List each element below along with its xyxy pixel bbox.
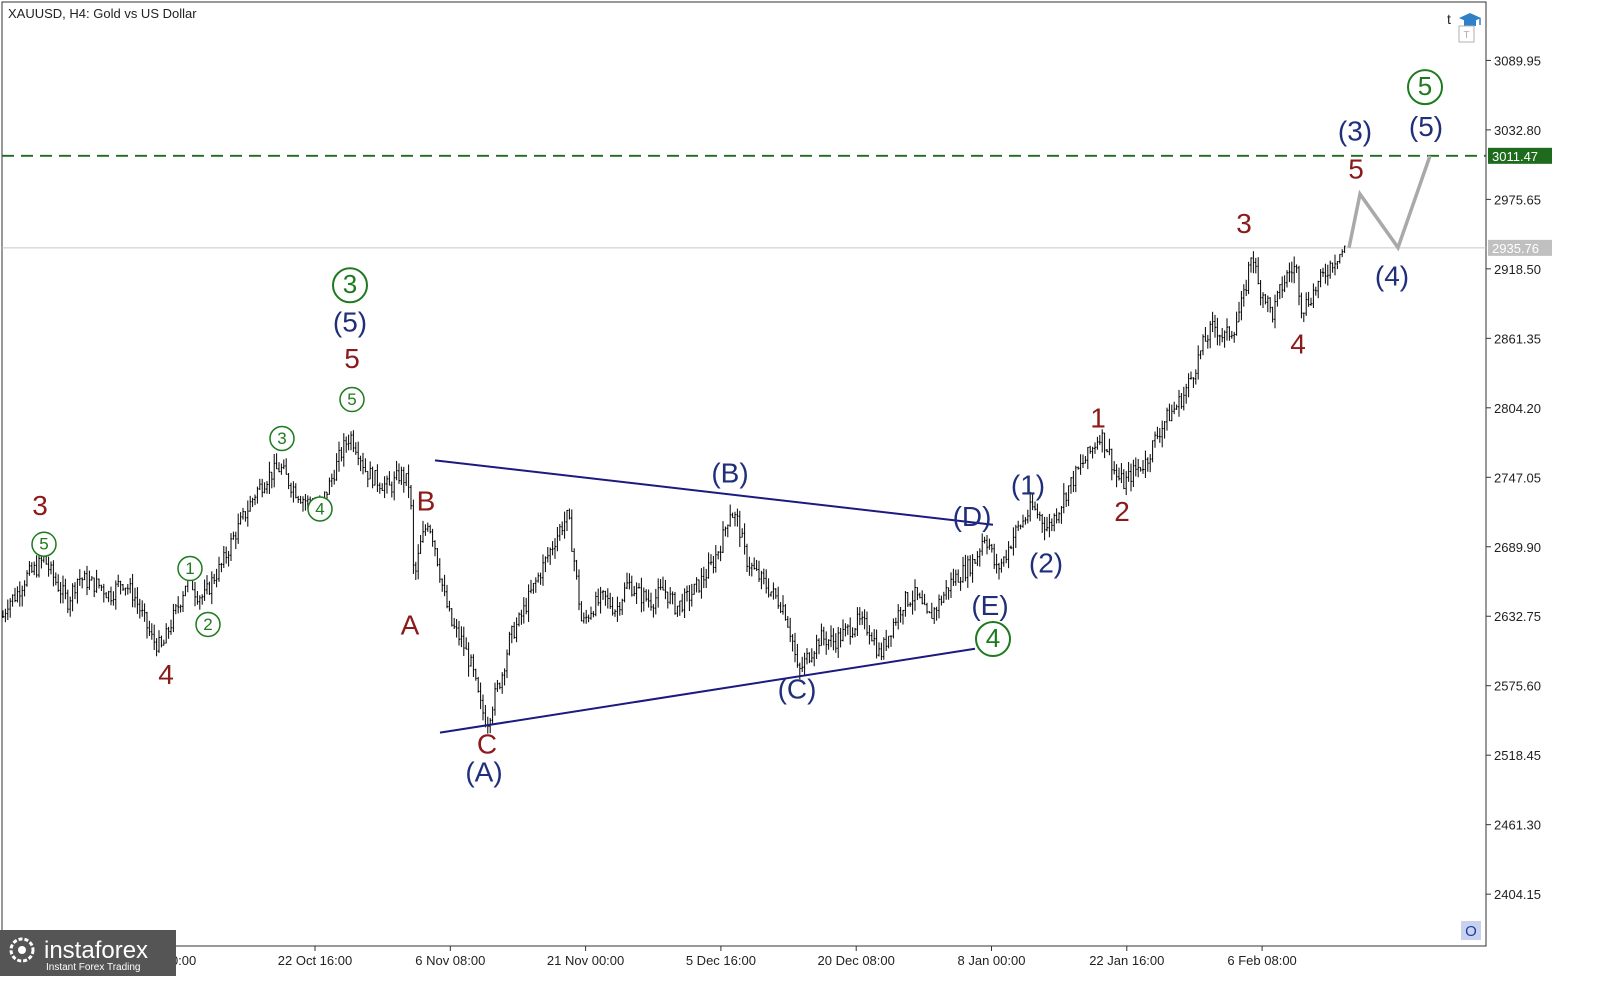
x-tick-label: 22 Jan 16:00 bbox=[1089, 953, 1164, 968]
y-tick-label: 2461.30 bbox=[1494, 818, 1541, 833]
wave-label-circle bbox=[195, 611, 221, 638]
projection-path bbox=[1347, 155, 1432, 252]
x-tick-label: 5 Dec 16:00 bbox=[686, 953, 756, 968]
wave-label: (A) bbox=[465, 756, 502, 787]
instaforex-logo: instaforex Instant Forex Trading bbox=[0, 930, 176, 976]
wave-label: (2) bbox=[1029, 547, 1063, 578]
brand-tagline: Instant Forex Trading bbox=[46, 962, 141, 973]
x-axis: 22 Oct 16:00 6 Nov 08:00 21 Nov 00:00 5 Dec… bbox=[164, 946, 1297, 968]
wave-label: B bbox=[417, 485, 436, 516]
chart-title: XAUUSD, H4: Gold vs US Dollar bbox=[8, 6, 197, 21]
triangle-lines bbox=[434, 459, 994, 734]
wave-label: 5 bbox=[347, 390, 356, 409]
target-level-value: 3011.47 bbox=[1492, 149, 1538, 164]
wave-label-circle bbox=[177, 555, 203, 582]
scale-badge[interactable]: O bbox=[1461, 921, 1481, 940]
wave-label-circle bbox=[307, 496, 333, 522]
wave-label: 3 bbox=[343, 269, 357, 299]
graduation-cap-icon[interactable] bbox=[1459, 13, 1481, 26]
wave-label-circle bbox=[975, 621, 1011, 658]
x-tick-label: 20 Dec 08:00 bbox=[818, 953, 895, 968]
wave-label: C bbox=[477, 728, 497, 759]
wave-label: (3) bbox=[1338, 116, 1372, 147]
wave-label: 2 bbox=[1114, 496, 1130, 527]
template-icon[interactable]: T bbox=[1458, 25, 1475, 43]
plot-area[interactable] bbox=[1, 1, 1487, 947]
wave-label: 3 bbox=[1236, 208, 1252, 239]
price-candles bbox=[2, 245, 1346, 734]
wave-label: (C) bbox=[778, 674, 817, 705]
wave-label: (4) bbox=[1375, 260, 1409, 291]
svg-text:T: T bbox=[1463, 30, 1469, 41]
wave-label-circle bbox=[332, 267, 368, 304]
wave-label: 5 bbox=[39, 535, 48, 554]
y-tick-label: 2575.60 bbox=[1494, 679, 1541, 694]
wave-label: 4 bbox=[158, 659, 174, 690]
wave-label: (1) bbox=[1011, 469, 1045, 500]
y-tick-label: 2804.20 bbox=[1494, 401, 1541, 416]
wave-label-circle bbox=[339, 386, 365, 413]
y-tick-label: 3032.80 bbox=[1494, 123, 1541, 138]
x-tick-label: 6 Feb 08:00 bbox=[1227, 953, 1296, 968]
y-tick-label: 2918.50 bbox=[1494, 262, 1541, 277]
y-tick-label: 2689.90 bbox=[1494, 540, 1541, 555]
wave-label: 3 bbox=[277, 429, 286, 448]
wave-label: 4 bbox=[986, 623, 1000, 653]
wave-label: (E) bbox=[971, 590, 1008, 621]
y-tick-label: 2975.65 bbox=[1494, 192, 1541, 207]
triangle-upper-line[interactable] bbox=[434, 459, 994, 526]
wave-label: 2 bbox=[203, 615, 212, 634]
wave-label: 3 bbox=[32, 490, 48, 521]
y-tick-label: 2861.35 bbox=[1494, 331, 1541, 346]
wave-label: 5 bbox=[1418, 71, 1432, 101]
target-level-tag bbox=[1488, 147, 1552, 164]
y-tick-label: 2747.05 bbox=[1494, 470, 1541, 485]
wave-label: (B) bbox=[711, 457, 748, 488]
wave-label-circle bbox=[31, 531, 57, 557]
y-tick-label: 2518.45 bbox=[1494, 748, 1541, 763]
y-tick-label: 3089.95 bbox=[1494, 53, 1541, 68]
x-tick-label: 6 Nov 08:00 bbox=[415, 953, 485, 968]
wave-label: (D) bbox=[953, 501, 992, 532]
wave-label: 4 bbox=[1290, 328, 1306, 359]
wave-label: (5) bbox=[333, 307, 367, 338]
current-price-tag bbox=[1488, 239, 1552, 256]
x-tick-label: 22 Oct 16:00 bbox=[278, 953, 352, 968]
wave-labels: 35412343(5)55BAC(A)(B)(C)(D)(E)4(1)(2)12… bbox=[31, 69, 1443, 787]
wave-label: (5) bbox=[1409, 111, 1443, 142]
y-axis: 3089.95 3032.80 2975.65 2918.50 2861.35 2804.… bbox=[1486, 53, 1541, 902]
x-tick-label: 21 Nov 00:00 bbox=[547, 953, 624, 968]
y-tick-label: 2632.75 bbox=[1494, 609, 1541, 624]
wave-label: 1 bbox=[185, 559, 194, 578]
scale-badge-letter: O bbox=[1465, 923, 1477, 940]
corner-letter: t bbox=[1447, 11, 1451, 27]
wave-label: 1 bbox=[1090, 403, 1106, 434]
wave-label: 5 bbox=[1348, 153, 1364, 184]
brand-name: instaforex bbox=[44, 937, 148, 964]
wave-projection-line[interactable] bbox=[1347, 155, 1432, 252]
wave-label: A bbox=[401, 609, 420, 640]
wave-label: 5 bbox=[344, 343, 360, 374]
wave-label: 4 bbox=[315, 499, 324, 518]
x-tick-label: 8 Jan 00:00 bbox=[958, 953, 1026, 968]
y-tick-label: 2404.15 bbox=[1494, 887, 1541, 902]
current-price-value: 2935.76 bbox=[1492, 241, 1539, 256]
wave-label-circle bbox=[269, 425, 295, 452]
triangle-lower-line[interactable] bbox=[439, 647, 976, 734]
wave-label-circle bbox=[1407, 69, 1443, 106]
